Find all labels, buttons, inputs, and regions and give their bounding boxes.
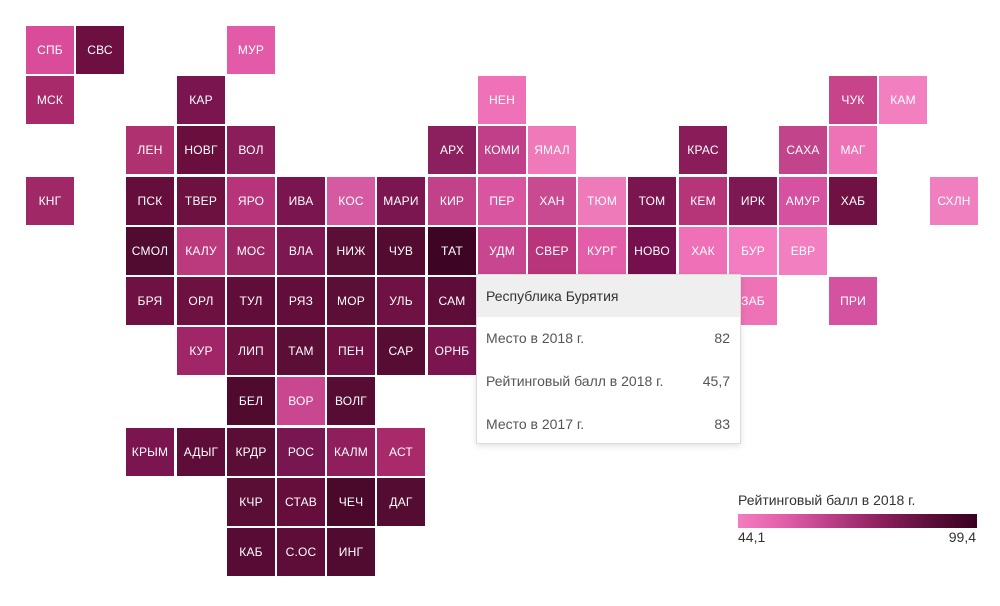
region-tile[interactable]: САХА — [779, 126, 827, 174]
region-tile[interactable]: СВС — [76, 26, 124, 74]
region-tile[interactable]: ЧЕЧ — [327, 478, 375, 526]
region-tile[interactable]: САМ — [428, 277, 476, 325]
region-tile[interactable]: ИВА — [277, 177, 325, 225]
region-tile[interactable]: КАЛМ — [327, 428, 375, 476]
region-tile[interactable]: АМУР — [779, 177, 827, 225]
region-tile[interactable]: НИЖ — [327, 227, 375, 275]
region-tile[interactable]: КАМ — [879, 76, 927, 124]
region-tile[interactable]: НОВГ — [177, 126, 225, 174]
region-tile[interactable]: ПСК — [126, 177, 174, 225]
region-tile[interactable]: ДАГ — [377, 478, 425, 526]
region-tile[interactable]: КУР — [177, 327, 225, 375]
region-tile[interactable]: ЕВР — [779, 227, 827, 275]
region-tile[interactable]: КИР — [428, 177, 476, 225]
region-tooltip: Республика Бурятия Место в 2018 г. 82 Ре… — [476, 274, 741, 444]
region-tile[interactable]: КРДР — [227, 428, 275, 476]
region-tile[interactable]: МОС — [227, 227, 275, 275]
tooltip-label-rank-2017: Место в 2017 г. — [486, 416, 585, 432]
region-tile[interactable]: РЯЗ — [277, 277, 325, 325]
region-tile[interactable]: СМОЛ — [126, 227, 174, 275]
region-tile[interactable]: МОР — [327, 277, 375, 325]
region-tile[interactable]: КРАС — [679, 126, 727, 174]
region-tile[interactable]: МАГ — [829, 126, 877, 174]
region-tile[interactable]: ЛИП — [227, 327, 275, 375]
region-tile[interactable]: НЕН — [478, 76, 526, 124]
region-tile[interactable]: ЛЕН — [126, 126, 174, 174]
region-tile[interactable]: ТВЕР — [177, 177, 225, 225]
region-tile[interactable]: КАЛУ — [177, 227, 225, 275]
region-tile[interactable]: ТЮМ — [578, 177, 626, 225]
region-tile[interactable]: ПЕН — [327, 327, 375, 375]
region-tile[interactable]: ХАН — [528, 177, 576, 225]
region-tile[interactable]: ЧУК — [829, 76, 877, 124]
region-tile[interactable]: МУР — [227, 26, 275, 74]
legend-labels: 44,1 99,4 — [738, 529, 978, 547]
region-tile[interactable]: СПБ — [26, 26, 74, 74]
region-tile[interactable]: ТАМ — [277, 327, 325, 375]
region-tile[interactable]: КОС — [327, 177, 375, 225]
region-tile[interactable]: НОВО — [628, 227, 676, 275]
region-tile[interactable]: КЧР — [227, 478, 275, 526]
region-tile[interactable]: КУРГ — [578, 227, 626, 275]
region-tile[interactable]: ВОР — [277, 377, 325, 425]
region-tile[interactable]: ТУЛ — [227, 277, 275, 325]
region-tile[interactable]: СХЛН — [930, 177, 978, 225]
tooltip-row-score-2018: Рейтинговый балл в 2018 г. 45,7 — [477, 360, 740, 403]
region-tile[interactable]: БУР — [729, 227, 777, 275]
region-tile[interactable]: ВЛА — [277, 227, 325, 275]
region-tile[interactable]: ЧУВ — [377, 227, 425, 275]
region-tile[interactable]: ХАБ — [829, 177, 877, 225]
region-tile[interactable]: МСК — [26, 76, 74, 124]
region-tile[interactable]: ТАТ — [428, 227, 476, 275]
tooltip-region-name: Республика Бурятия — [477, 275, 740, 317]
region-tile[interactable]: СТАВ — [277, 478, 325, 526]
region-tile[interactable]: ЯМАЛ — [528, 126, 576, 174]
region-tile[interactable]: ОРНБ — [428, 327, 476, 375]
region-tile[interactable]: КЕМ — [679, 177, 727, 225]
region-tile[interactable]: ТОМ — [628, 177, 676, 225]
region-tile[interactable]: КНГ — [26, 177, 74, 225]
region-tile[interactable]: АРХ — [428, 126, 476, 174]
region-tile[interactable]: УЛЬ — [377, 277, 425, 325]
color-legend: Рейтинговый балл в 2018 г. 44,1 99,4 — [738, 489, 978, 559]
tooltip-value-score-2018: 45,7 — [702, 373, 730, 389]
region-tile[interactable]: С.ОС — [277, 528, 325, 576]
region-tile[interactable]: ЯРО — [227, 177, 275, 225]
region-tile[interactable]: СВЕР — [528, 227, 576, 275]
tooltip-value-rank-2017: 83 — [714, 416, 730, 432]
region-tile[interactable]: БРЯ — [126, 277, 174, 325]
tooltip-row-rank-2018: Место в 2018 г. 82 — [477, 317, 740, 360]
region-tile[interactable]: САР — [377, 327, 425, 375]
legend-gradient-bar — [738, 514, 977, 528]
region-tile[interactable]: РОС — [277, 428, 325, 476]
tooltip-label-score-2018: Рейтинговый балл в 2018 г. — [486, 373, 664, 389]
region-tile[interactable]: АДЫГ — [177, 428, 225, 476]
legend-max-label: 99,4 — [948, 529, 976, 545]
legend-title: Рейтинговый балл в 2018 г. — [738, 492, 916, 508]
region-tile[interactable]: ХАК — [679, 227, 727, 275]
region-tile[interactable]: ИНГ — [327, 528, 375, 576]
region-tile[interactable]: ИРК — [729, 177, 777, 225]
region-tile[interactable]: ВОЛ — [227, 126, 275, 174]
legend-min-label: 44,1 — [738, 529, 766, 545]
region-tile[interactable]: МАРИ — [377, 177, 425, 225]
tooltip-label-rank-2018: Место в 2018 г. — [486, 330, 585, 346]
region-tile[interactable]: ОРЛ — [177, 277, 225, 325]
region-tile[interactable]: КОМИ — [478, 126, 526, 174]
region-tile[interactable]: УДМ — [478, 227, 526, 275]
region-tile[interactable]: КРЫМ — [126, 428, 174, 476]
region-tile[interactable]: АСТ — [377, 428, 425, 476]
region-tile[interactable]: КАБ — [227, 528, 275, 576]
region-tile[interactable]: ВОЛГ — [327, 377, 375, 425]
region-tile[interactable]: КАР — [177, 76, 225, 124]
tooltip-value-rank-2018: 82 — [714, 330, 730, 346]
region-tile[interactable]: ПРИ — [829, 277, 877, 325]
region-tile[interactable]: ПЕР — [478, 177, 526, 225]
region-tile[interactable]: БЕЛ — [227, 377, 275, 425]
tooltip-row-rank-2017: Место в 2017 г. 83 — [477, 403, 740, 446]
